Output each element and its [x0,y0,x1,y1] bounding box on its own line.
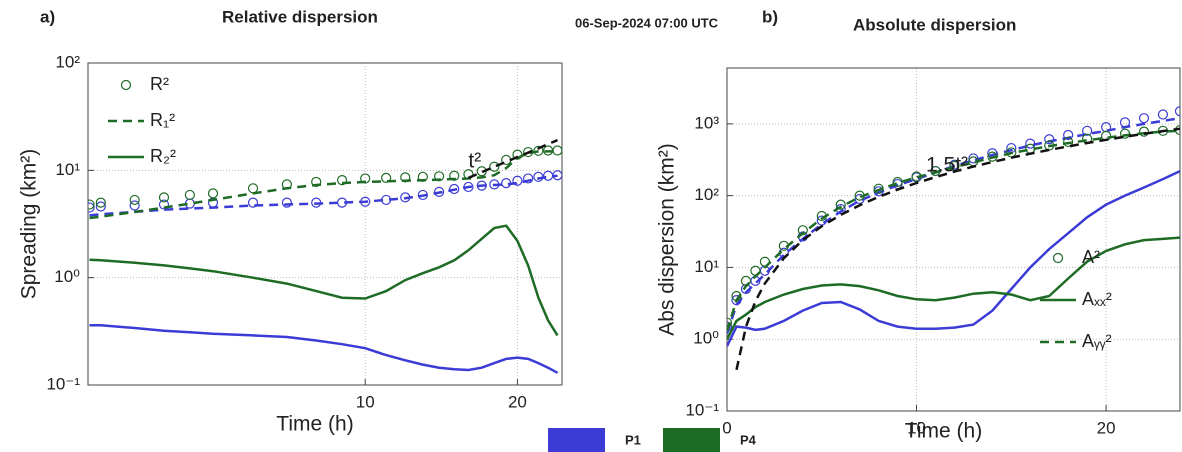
marker [281,197,292,208]
marker [434,186,445,197]
marker [158,199,170,210]
y-tick-label: 10⁰ [54,267,80,286]
marker [1044,134,1055,145]
marker [247,183,259,194]
y-tick-label: 10⁻¹ [685,400,719,419]
marker [184,189,195,201]
marker [336,175,348,186]
series-line [727,116,1180,334]
marker [449,170,460,181]
marker [158,192,170,203]
y-tick-label: 10² [694,185,719,204]
marker [533,145,544,156]
y-tick-label: 10⁻¹ [46,374,80,393]
marker [543,170,554,181]
y-tick-label: 10¹ [694,257,719,276]
marker [207,188,219,199]
series-line [727,129,1180,332]
marker [1174,106,1180,117]
marker [381,172,392,184]
marker [552,145,562,156]
legend-label: R² [150,74,169,94]
plot-area [88,139,562,374]
chart-title: Absolute dispersion [853,15,1016,34]
legend-label: Aₓₓ² [1082,289,1112,309]
legend-label: R₂² [150,146,176,166]
legend-marker [1052,252,1064,264]
plot-area [727,106,1180,371]
annotation: 1.5t² [926,153,968,176]
x-tick-label: 0 [722,418,731,437]
marker [129,200,140,211]
y-tick-label: 10³ [694,113,719,132]
group-swatch [548,428,605,452]
group-swatch [663,428,720,452]
marker [311,176,322,188]
series-line [467,139,558,180]
series-line [89,224,559,337]
marker [1082,125,1093,136]
marker [1138,126,1150,137]
series-line [727,169,1180,347]
series-line [727,236,1180,340]
x-tick-label: 10 [356,392,375,411]
marker [247,197,259,208]
y-tick-label: 10⁰ [693,329,719,348]
group-label: P1 [625,432,641,447]
chart-title: Relative dispersion [222,7,378,26]
panel-label: a) [40,7,55,26]
marker [727,317,733,328]
annotation: t² [468,149,481,172]
legend-label: Aᵧᵧ² [1082,331,1112,351]
marker [129,194,140,206]
marker [88,202,95,213]
marker [1138,113,1150,124]
marker [449,183,460,195]
x-tick-label: 10 [907,418,926,437]
series-line [89,174,558,217]
marker [727,321,733,332]
marker [1063,129,1074,141]
y-tick-label: 10¹ [55,160,80,179]
series-line [89,324,559,374]
group-label: P4 [740,432,757,447]
y-axis-label: Abs dispersion (km²) [656,143,679,336]
axes-frame [87,62,563,386]
marker [88,199,95,210]
marker [1063,136,1074,148]
x-axis-label: Time (h) [276,413,353,436]
legend-marker [120,79,132,91]
marker [892,176,903,188]
marker [95,197,106,208]
x-tick-label: 20 [1097,418,1116,437]
marker [95,201,106,212]
marker [1157,109,1169,120]
legend-label: R₁² [150,110,175,130]
marker [489,161,500,172]
marker [873,183,884,194]
timestamp: 06-Sep-2024 07:00 UTC [575,15,719,30]
marker [835,199,846,210]
axes-frame [726,67,1181,412]
marker [512,175,523,186]
y-tick-label: 10² [55,52,80,71]
legend-label: A² [1082,247,1100,267]
series-line [735,127,1180,371]
x-axis-label: Time (h) [905,420,982,443]
y-axis-label: Spreading (km²) [18,149,41,300]
marker [523,173,534,184]
x-tick-label: 20 [508,392,527,411]
panel-label: b) [762,7,778,26]
